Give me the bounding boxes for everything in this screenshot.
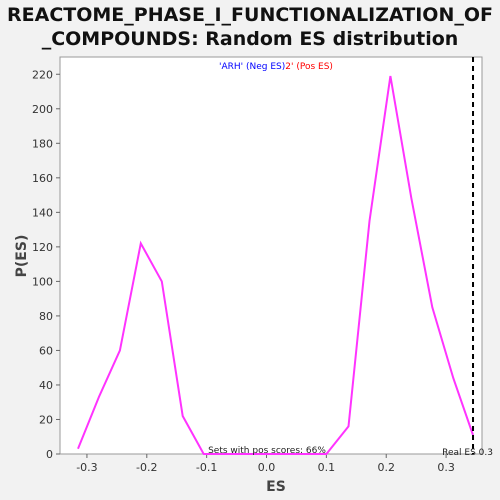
chart-title-line1: REACTOME_PHASE_I_FUNCTIONALIZATION_OF xyxy=(7,4,493,26)
x-tick-label: -0.1 xyxy=(196,461,217,474)
y-tick-label: 140 xyxy=(32,206,53,219)
y-tick-label: 80 xyxy=(39,310,53,323)
y-tick-label: 100 xyxy=(32,275,53,288)
y-axis-label: P(ES) xyxy=(14,235,30,278)
x-tick-label: -0.2 xyxy=(136,461,157,474)
x-tick-label: -0.3 xyxy=(76,461,97,474)
y-tick-label: 200 xyxy=(32,103,53,116)
chart-title-line2: _COMPOUNDS: Random ES distribution xyxy=(41,28,459,50)
x-axis-label: ES xyxy=(266,479,286,495)
y-tick-label: 180 xyxy=(32,137,53,150)
pos-scores-annotation: Sets with pos scores: 66% xyxy=(208,446,326,456)
chart-title: REACTOME_PHASE_I_FUNCTIONALIZATION_OF _C… xyxy=(0,3,500,51)
y-tick-label: 120 xyxy=(32,241,53,254)
x-tick-label: 0.3 xyxy=(437,461,455,474)
x-axis: -0.3 -0.2 -0.1 0.0 0.1 0.2 0.3 xyxy=(76,454,455,474)
x-tick-label: 0.1 xyxy=(318,461,336,474)
x-tick-label: 0.2 xyxy=(377,461,395,474)
real-es-label: Real ES 0.3 xyxy=(442,448,493,458)
y-tick-label: 220 xyxy=(32,68,53,81)
x-tick-label: 0.0 xyxy=(258,461,276,474)
legend-neg-label: 'ARH' (Neg ES) xyxy=(219,62,285,72)
series-line xyxy=(77,75,474,455)
y-axis: 0 20 40 60 80 100 120 140 160 180 200 220 xyxy=(32,68,60,461)
y-tick-label: 40 xyxy=(39,379,53,392)
y-tick-label: 0 xyxy=(46,448,53,461)
legend-pos-label: 2' (Pos ES) xyxy=(285,62,333,72)
legend: 'ARH' (Neg ES)2' (Pos ES) xyxy=(219,62,333,72)
y-tick-label: 20 xyxy=(39,413,53,426)
y-tick-label: 160 xyxy=(32,172,53,185)
y-tick-label: 60 xyxy=(39,344,53,357)
plot-area xyxy=(59,56,483,455)
